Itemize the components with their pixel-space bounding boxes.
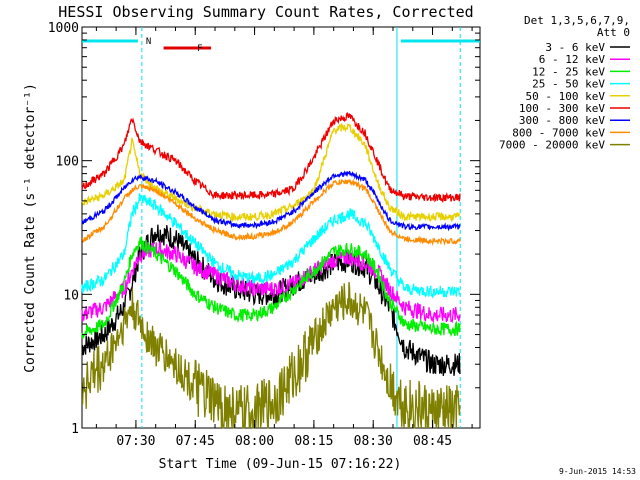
series-layer (81, 111, 461, 429)
legend-label: 50 - 100 keV (526, 90, 606, 103)
legend-header-1: Det 1,3,5,6,7,9, (524, 14, 630, 27)
chart-title: HESSI Observing Summary Count Rates, Cor… (58, 3, 473, 21)
legend-label: 12 - 25 keV (532, 65, 605, 78)
y-tick-label: 1000 (48, 21, 79, 36)
x-tick-label: 07:45 (176, 434, 215, 449)
footer-timestamp: 9-Jun-2015 14:53 (559, 467, 636, 476)
x-axis-label: Start Time (09-Jun-15 07:16:22) (159, 457, 402, 472)
series-line (81, 170, 461, 232)
legend-label: 7000 - 20000 keV (499, 139, 605, 152)
x-tick-label: 07:30 (116, 434, 155, 449)
legend-label: 3 - 6 keV (545, 41, 605, 54)
plot-frame (81, 26, 481, 429)
y-tick-label: 1 (71, 422, 79, 437)
x-axis: 07:30 07:45 08:00 08:15 08:30 08:45 (95, 27, 473, 449)
legend-label: 100 - 300 keV (519, 102, 605, 115)
legend-label: 800 - 7000 keV (512, 126, 605, 139)
series-line (81, 178, 461, 246)
flag-label: F (197, 44, 202, 54)
legend-label: 300 - 800 keV (519, 114, 605, 127)
y-tick-label: 10 (63, 288, 79, 303)
series-line (81, 193, 461, 299)
x-tick-label: 08:45 (413, 434, 452, 449)
series-line (81, 111, 461, 203)
flag-label: N (146, 37, 151, 47)
y-axis: 1 10 100 1000 (48, 21, 480, 437)
x-tick-label: 08:30 (354, 434, 393, 449)
legend-label: 25 - 50 keV (532, 78, 605, 91)
plot-area: NF 07:30 07:45 08:00 08:15 08:30 08:45 110100… (48, 21, 481, 449)
flag-layer: NF (82, 37, 480, 54)
series-line (81, 281, 461, 429)
vline-layer (141, 27, 461, 428)
x-tick-label: 08:00 (235, 434, 274, 449)
series-line (81, 236, 461, 339)
x-tick-label: 08:15 (294, 434, 333, 449)
y-axis-label: Corrected Count Rate (s⁻¹ detector⁻¹) (23, 83, 38, 373)
legend-header-2: Att 0 (597, 26, 630, 39)
y-tick-label: 100 (56, 155, 79, 170)
legend-label: 6 - 12 keV (539, 53, 606, 66)
